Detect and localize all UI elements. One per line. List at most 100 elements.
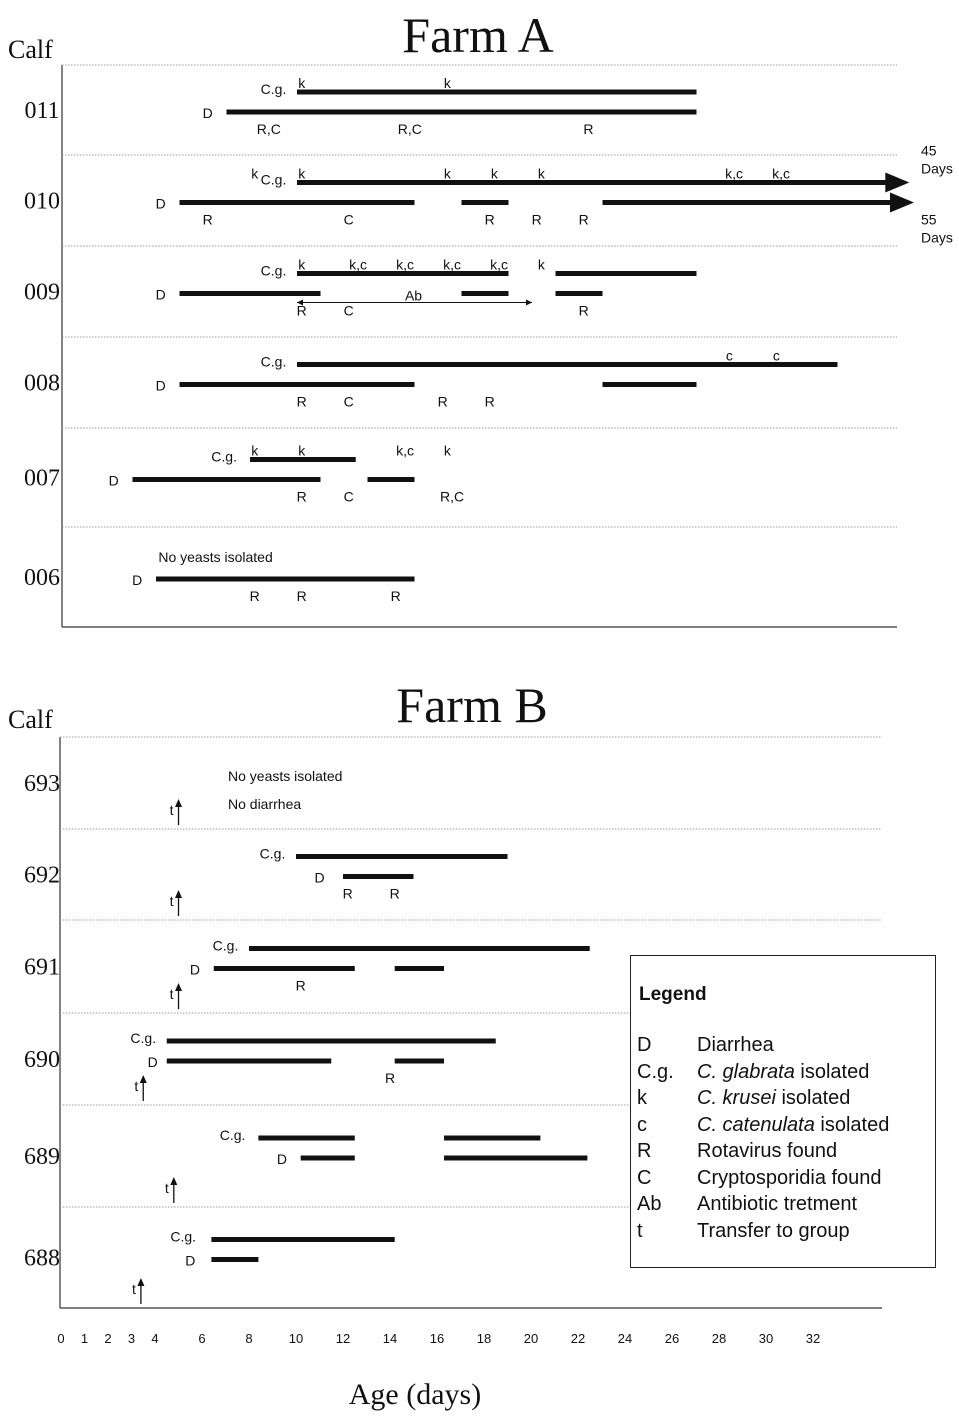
annotation-label: k,c xyxy=(443,257,461,273)
calf-id: 689 xyxy=(24,1144,60,1170)
annotation-label: C.g. xyxy=(130,1030,156,1046)
x-tick-label: 1 xyxy=(81,1331,88,1346)
annotation-label: R xyxy=(583,121,593,137)
calf-id: 006 xyxy=(24,565,60,591)
annotation-label: C.g. xyxy=(170,1229,196,1245)
annotation-label: D xyxy=(148,1054,158,1070)
legend-key: t xyxy=(637,1219,643,1242)
x-tick-label: 4 xyxy=(151,1331,158,1346)
arrowhead xyxy=(885,172,910,193)
transfer-arrowhead xyxy=(170,1177,178,1185)
annotation-label: C.g. xyxy=(260,846,286,862)
annotation-label: R xyxy=(385,1070,395,1086)
end-note-value: 45 xyxy=(921,143,937,159)
row-note: No yeasts isolated xyxy=(228,768,342,784)
farm-a-title: Farm A xyxy=(402,7,553,63)
annotation-label: R xyxy=(297,489,307,505)
annotation-label: R xyxy=(579,212,589,228)
annotation-label: k xyxy=(491,166,499,182)
legend-description: Rotavirus found xyxy=(697,1140,838,1162)
x-tick-label: 6 xyxy=(198,1331,205,1346)
x-tick-label: 10 xyxy=(289,1331,303,1346)
legend-key: k xyxy=(637,1087,647,1109)
annotation-label: C.g. xyxy=(261,81,287,97)
transfer-label: t xyxy=(170,986,174,1002)
annotation-label: R xyxy=(297,394,307,410)
annotation-label: k,c xyxy=(490,257,508,273)
annotation-label: D xyxy=(109,473,119,489)
legend-description: C. glabrata isolated xyxy=(697,1060,870,1083)
legend-description: Cryptosporidia found xyxy=(697,1166,882,1189)
legend-description: C. catenulata isolated xyxy=(697,1113,890,1136)
annotation-label: R xyxy=(343,886,353,902)
x-tick-label: 24 xyxy=(618,1331,632,1346)
transfer-label: t xyxy=(165,1180,169,1196)
end-note-value: 55 xyxy=(921,212,937,228)
x-tick-label: 28 xyxy=(712,1331,726,1346)
annotation-label: C.g. xyxy=(261,263,287,279)
legend-title: Legend xyxy=(639,984,707,1005)
legend-key: D xyxy=(637,1034,652,1056)
annotation-label: k xyxy=(444,166,452,182)
legend-description: Antibiotic tretment xyxy=(697,1193,858,1215)
annotation-label: D xyxy=(132,572,142,588)
x-axis-title: Age (days) xyxy=(349,1378,481,1411)
annotation-label: k,c xyxy=(396,257,414,273)
annotation-label: R xyxy=(532,212,542,228)
farm-a-calf-axis-label: Calf xyxy=(8,35,53,64)
annotation-label: D xyxy=(156,196,166,212)
calf-id: 010 xyxy=(24,189,60,215)
x-tick-label: 32 xyxy=(806,1331,820,1346)
legend-description: Transfer to group xyxy=(697,1219,850,1242)
transfer-label: t xyxy=(170,893,174,909)
end-note-unit: Days xyxy=(921,230,953,246)
calf-id: 691 xyxy=(24,955,60,981)
x-tick-label: 12 xyxy=(336,1331,350,1346)
annotation-label: R xyxy=(390,886,400,902)
x-tick-label: 16 xyxy=(430,1331,444,1346)
annotation-label: k xyxy=(538,257,546,273)
legend-key: C.g. xyxy=(637,1060,674,1083)
legend-key: c xyxy=(637,1113,647,1136)
annotation-label: No yeasts isolated xyxy=(158,549,272,565)
calf-id: 688 xyxy=(24,1246,60,1272)
annotation-label: k,c xyxy=(725,166,743,182)
transfer-label: t xyxy=(170,802,174,818)
antibiotic-arrow-left xyxy=(297,299,303,306)
annotation-label: D xyxy=(156,287,166,303)
x-tick-label: 18 xyxy=(477,1331,491,1346)
annotation-label: C.g. xyxy=(261,354,287,370)
annotation-label: k xyxy=(251,443,259,459)
annotation-label: R xyxy=(579,303,589,319)
annotation-label: D xyxy=(190,962,200,978)
annotation-label: R,C xyxy=(398,121,422,137)
calf-id: 011 xyxy=(24,98,59,124)
annotation-label: C xyxy=(344,394,354,410)
transfer-arrowhead xyxy=(175,890,182,898)
annotation-label: k,c xyxy=(349,257,367,273)
antibiotic-arrow-right xyxy=(526,299,532,306)
annotation-label: R,C xyxy=(440,489,464,505)
end-note-unit: Days xyxy=(921,161,953,177)
annotation-label: c xyxy=(726,348,733,364)
annotation-label: C.g. xyxy=(211,449,237,465)
annotation-label: C.g. xyxy=(261,172,287,188)
x-tick-label: 3 xyxy=(128,1331,135,1346)
annotation-label: R xyxy=(297,588,307,604)
annotation-label: D xyxy=(314,870,324,886)
annotation-label: k xyxy=(298,166,306,182)
annotation-label: R,C xyxy=(257,121,281,137)
transfer-arrowhead xyxy=(139,1075,147,1083)
x-tick-label: 22 xyxy=(571,1331,585,1346)
annotation-label: D xyxy=(277,1151,287,1167)
annotation-label: R xyxy=(250,588,260,604)
legend-description: Diarrhea xyxy=(697,1034,774,1056)
annotation-label: R xyxy=(297,303,307,319)
annotation-label: R xyxy=(485,394,495,410)
x-tick-label: 26 xyxy=(665,1331,679,1346)
x-tick-label: 20 xyxy=(524,1331,538,1346)
legend-key: C xyxy=(637,1166,652,1189)
annotation-label: R xyxy=(203,212,213,228)
